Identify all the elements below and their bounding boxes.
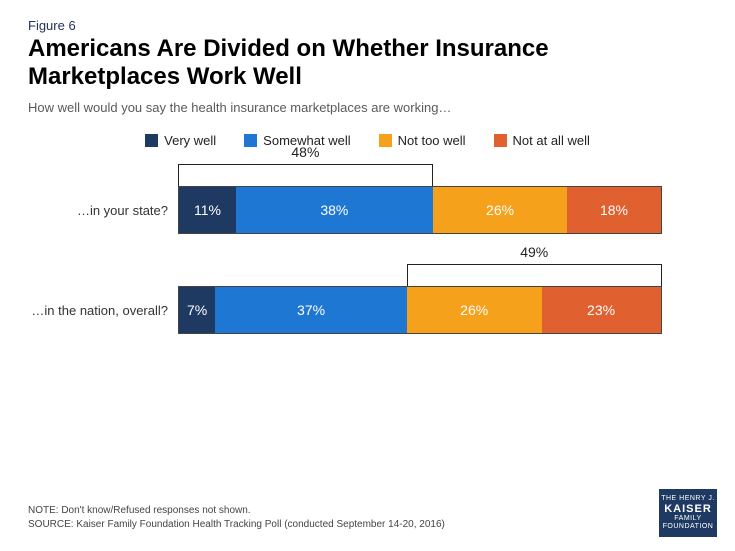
note-text: NOTE: Don't know/Refused responses not s… (28, 504, 445, 518)
legend-label: Not at all well (513, 133, 590, 148)
bar-segment: 37% (215, 287, 407, 333)
bar-wrap: 7%37%26%23%49% (178, 286, 698, 334)
legend-swatch (494, 134, 507, 147)
bar-segment: 38% (236, 187, 433, 233)
bracket-label: 49% (520, 244, 548, 260)
bar-segment: 26% (407, 287, 542, 333)
chart-area: …in your state?11%38%26%18%48% …in the na… (28, 186, 707, 334)
figure-label: Figure 6 (28, 18, 707, 33)
bar-segment: 7% (179, 287, 215, 333)
legend-swatch (244, 134, 257, 147)
bracket-label: 48% (291, 144, 319, 160)
bar-segment: 26% (433, 187, 568, 233)
source-text: SOURCE: Kaiser Family Foundation Health … (28, 518, 445, 532)
chart-title: Americans Are Divided on Whether Insuran… (28, 35, 707, 90)
bar-wrap: 11%38%26%18%48% (178, 186, 698, 234)
logo-line3: FAMILY (674, 515, 701, 523)
logo-line2: KAISER (664, 503, 712, 515)
logo-line1: THE HENRY J. (661, 495, 715, 503)
logo-line4: FOUNDATION (663, 523, 714, 531)
legend-swatch (379, 134, 392, 147)
bracket (407, 264, 662, 286)
stacked-bar: 11%38%26%18% (178, 186, 662, 234)
legend-item: Very well (145, 133, 216, 148)
legend-swatch (145, 134, 158, 147)
chart-subtitle: How well would you say the health insura… (28, 100, 707, 115)
legend: Very wellSomewhat wellNot too wellNot at… (28, 133, 707, 148)
footer-notes: NOTE: Don't know/Refused responses not s… (28, 504, 445, 531)
legend-label: Very well (164, 133, 216, 148)
bar-segment: 11% (179, 187, 236, 233)
legend-item: Not at all well (494, 133, 590, 148)
chart-row: …in the nation, overall?7%37%26%23%49% (28, 286, 707, 334)
bar-segment: 18% (567, 187, 660, 233)
kaiser-logo: THE HENRY J. KAISER FAMILY FOUNDATION (659, 489, 717, 537)
row-label: …in your state? (28, 203, 178, 218)
stacked-bar: 7%37%26%23% (178, 286, 662, 334)
bracket (178, 164, 433, 186)
legend-item: Not too well (379, 133, 466, 148)
row-label: …in the nation, overall? (28, 303, 178, 318)
legend-label: Not too well (398, 133, 466, 148)
bar-segment: 23% (542, 287, 661, 333)
chart-row: …in your state?11%38%26%18%48% (28, 186, 707, 234)
